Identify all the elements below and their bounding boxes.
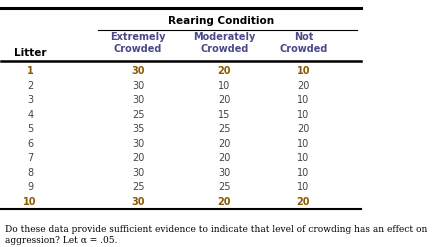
Text: 30: 30 — [131, 197, 145, 206]
Text: 20: 20 — [218, 139, 230, 149]
Text: 30: 30 — [131, 66, 145, 76]
Text: 10: 10 — [297, 182, 309, 192]
Text: 2: 2 — [27, 81, 33, 91]
Text: Not
Crowded: Not Crowded — [279, 32, 328, 54]
Text: 5: 5 — [27, 124, 33, 134]
Text: 20: 20 — [218, 95, 230, 105]
Text: 30: 30 — [132, 95, 144, 105]
Text: 25: 25 — [132, 182, 144, 192]
Text: 3: 3 — [27, 95, 33, 105]
Text: 10: 10 — [297, 168, 309, 178]
Text: 9: 9 — [27, 182, 33, 192]
Text: 20: 20 — [132, 153, 144, 163]
Text: 25: 25 — [218, 182, 230, 192]
Text: 30: 30 — [132, 81, 144, 91]
Text: 20: 20 — [297, 81, 309, 91]
Text: 30: 30 — [218, 168, 230, 178]
Text: 10: 10 — [297, 110, 309, 120]
Text: 20: 20 — [297, 124, 309, 134]
Text: 7: 7 — [27, 153, 33, 163]
Text: 25: 25 — [218, 124, 230, 134]
Text: 10: 10 — [24, 197, 37, 206]
Text: 20: 20 — [218, 153, 230, 163]
Text: Do these data provide sufficient evidence to indicate that level of crowding has: Do these data provide sufficient evidenc… — [5, 225, 428, 245]
Text: 20: 20 — [218, 66, 231, 76]
Text: 10: 10 — [297, 139, 309, 149]
Text: 6: 6 — [27, 139, 33, 149]
Text: 15: 15 — [218, 110, 230, 120]
Text: 20: 20 — [218, 197, 231, 206]
Text: 10: 10 — [218, 81, 230, 91]
Text: 10: 10 — [297, 95, 309, 105]
Text: 10: 10 — [297, 66, 310, 76]
Text: 20: 20 — [297, 197, 310, 206]
Text: 4: 4 — [27, 110, 33, 120]
Text: 10: 10 — [297, 153, 309, 163]
Text: 35: 35 — [132, 124, 144, 134]
Text: Extremely
Crowded: Extremely Crowded — [110, 32, 166, 54]
Text: Litter: Litter — [14, 48, 47, 58]
Text: 25: 25 — [132, 110, 144, 120]
Text: 8: 8 — [27, 168, 33, 178]
Text: 30: 30 — [132, 168, 144, 178]
Text: Rearing Condition: Rearing Condition — [168, 16, 274, 26]
Text: 1: 1 — [27, 66, 34, 76]
Text: Moderately
Crowded: Moderately Crowded — [193, 32, 255, 54]
Text: 30: 30 — [132, 139, 144, 149]
